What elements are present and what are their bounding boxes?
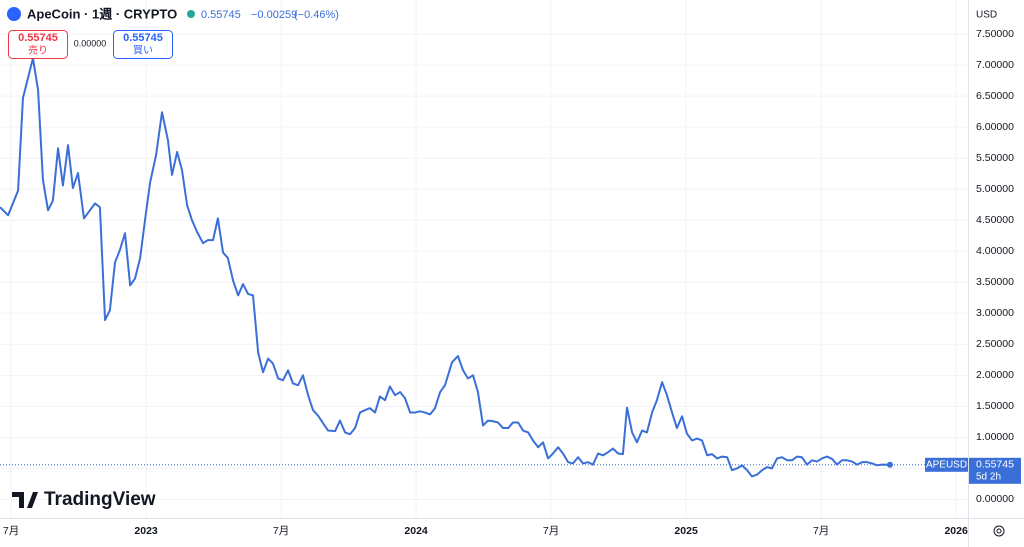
- x-tick-label: 7月: [273, 525, 289, 537]
- settings-icon-core: [996, 528, 1002, 534]
- y-tick-label: 5.00000: [976, 183, 1014, 195]
- x-tick-label: 2024: [404, 525, 428, 537]
- plot: [0, 57, 968, 478]
- y-tick-label: 2.50000: [976, 338, 1014, 350]
- price-tag-symbol-bg: [925, 457, 968, 472]
- x-tick-label: 2026: [944, 525, 968, 537]
- logo-mark: [12, 492, 38, 508]
- price-change-percent: (−0.46%): [294, 9, 339, 21]
- x-tick-label: 2023: [134, 525, 158, 537]
- x-tick-label: 7月: [813, 525, 829, 537]
- market-status: [187, 10, 195, 18]
- price-tag-price: 0.55745: [976, 459, 1014, 471]
- y-tick-label: 1.00000: [976, 431, 1014, 443]
- spread: 0.00000: [74, 38, 107, 48]
- last-price: 0.55745: [201, 9, 241, 21]
- last-point: [886, 461, 893, 468]
- coin-icon: [7, 7, 21, 21]
- y-tick-label: 6.00000: [976, 121, 1014, 133]
- y-tick-label: 1.50000: [976, 400, 1014, 412]
- symbol-title: ApeCoin · 1週 · CRYPTO: [27, 6, 177, 21]
- y-tick-label: 7.50000: [976, 28, 1014, 40]
- price-line: [0, 57, 890, 478]
- y-tick-label: 7.00000: [976, 59, 1014, 71]
- currency[interactable]: USD: [976, 10, 997, 21]
- price-tag-bg: [969, 457, 1021, 484]
- y-tick-label: 5.50000: [976, 152, 1014, 164]
- logo-text: TradingView: [44, 489, 156, 510]
- buy-button[interactable]: [113, 30, 173, 59]
- price-tag-symbol: APEUSD: [926, 459, 967, 470]
- sell-button[interactable]: [8, 30, 68, 59]
- grid: [0, 0, 968, 518]
- y-tick-label: 3.50000: [976, 276, 1014, 288]
- y-tick-label: 2.00000: [976, 369, 1014, 381]
- sell-price: 0.55745: [18, 32, 58, 44]
- y-tick-label: 0.00000: [976, 493, 1014, 505]
- buy-label: 買い: [133, 45, 153, 57]
- y-tick-label: 6.50000: [976, 90, 1014, 102]
- buy-price: 0.55745: [123, 32, 163, 44]
- x-tick-label: 7月: [3, 525, 19, 537]
- y-tick-label: 4.50000: [976, 214, 1014, 226]
- sell-label: 売り: [28, 44, 48, 57]
- price-change: −0.00259: [251, 9, 297, 21]
- y-tick-label: 3.00000: [976, 307, 1014, 319]
- settings-icon[interactable]: [993, 525, 1005, 537]
- y-tick-label: 4.00000: [976, 245, 1014, 257]
- x-tick-label: 2025: [674, 525, 698, 537]
- price-tag-countdown: 5d 2h: [976, 471, 1001, 482]
- x-tick-label: 7月: [543, 525, 559, 537]
